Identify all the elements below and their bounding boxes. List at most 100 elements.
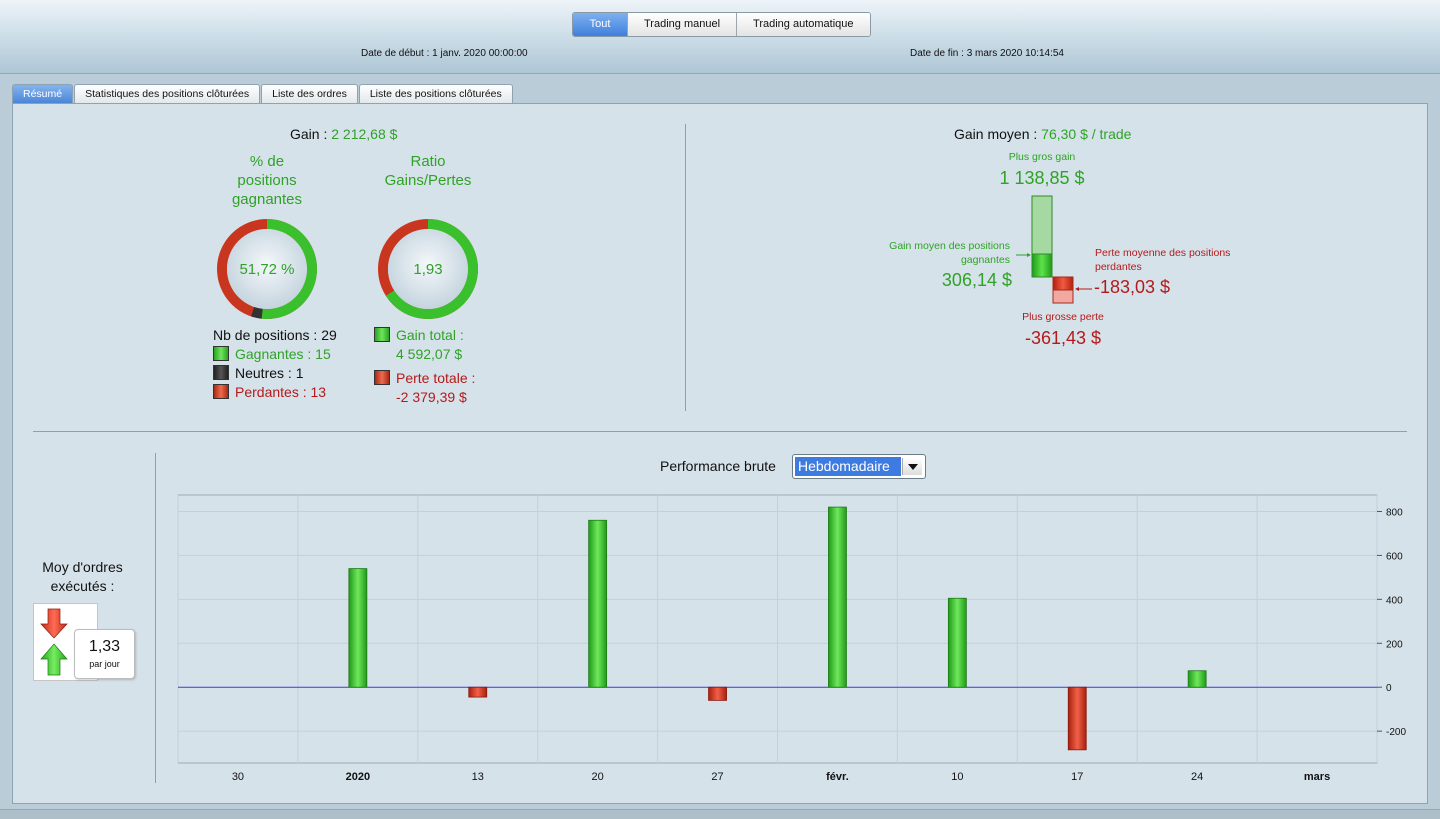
y-tick-label: 800 [1386,507,1403,518]
x-tick-label: févr. [826,771,849,783]
total-loss-value: -2 379,39 $ [396,389,467,405]
dropdown-arrow-icon[interactable] [902,458,922,475]
avg-gain-value: 76,30 $ / trade [1041,126,1132,142]
chart-y-labels: -200 0 200 400 600 800 [1377,507,1406,738]
tab-bar: Résumé Statistiques des positions clôtur… [12,84,514,103]
vertical-divider [685,124,686,411]
donut-win-arc [217,219,317,319]
performance-bar-13[interactable] [468,686,488,698]
y-tick-label: -200 [1386,727,1406,738]
y-tick-label: 600 [1386,551,1403,562]
filter-manual-button[interactable]: Trading manuel [628,13,738,36]
winners-row: Gagnantes : 15 [213,345,331,364]
y-tick-label: 400 [1386,595,1403,606]
gain-line: Gain : 2 212,68 $ [290,126,397,142]
tab-summary[interactable]: Résumé [12,84,74,103]
y-tick-label: 0 [1386,683,1392,694]
x-tick-label: 20 [592,771,604,783]
gain-value: 2 212,68 $ [331,126,398,142]
end-date-label: Date de fin : [910,48,964,59]
neutral-row: Neutres : 1 [213,364,304,383]
filter-all-button[interactable]: Tout [573,13,628,36]
orders-value-card: 1,33 par jour [74,629,135,679]
tab-orders-list[interactable]: Liste des ordres [261,84,358,103]
performance-chart: -200 0 200 400 600 800 30 2020 13 20 27 févr. 10 17 2… [177,494,1406,783]
x-tick-label: mars [1304,771,1330,783]
gain-label: Gain : [290,126,328,142]
avg-loss-bar [1052,276,1074,291]
x-tick-label: 17 [1071,771,1083,783]
losers-label: Perdantes : [235,384,307,400]
total-gain-legend-square [374,327,390,342]
ratio-value: 1,93 [413,261,442,278]
buy-sell-arrows-icon [40,608,68,676]
ratio-gain-arc [378,219,478,319]
gain-loss-bars [1016,195,1092,304]
total-gain-label: Gain total : [396,327,464,343]
avg-gain-line: Gain moyen : 76,30 $ / trade [954,126,1131,142]
end-date-value: 3 mars 2020 10:14:54 [966,48,1064,59]
avg-gain-label: Gain moyen : [954,126,1038,142]
losers-row: Perdantes : 13 [213,383,326,402]
start-date-label: Date de début : [361,48,430,59]
biggest-gain-label: Plus gros gain [1008,151,1076,163]
total-gain-value: 4 592,07 $ [396,346,463,362]
chart-x-labels: 30 2020 13 20 27 févr. 10 17 24 mars [232,771,1330,783]
biggest-loss-label: Plus grosse perte [1022,311,1104,323]
ratio-center [388,229,468,309]
performance-bar-2020[interactable] [348,568,368,688]
positions-count-label: Nb de positions : [213,327,318,343]
winners-label: Gagnantes : [235,346,312,362]
performance-bar-10[interactable] [947,597,967,688]
neutral-label: Neutres : [235,365,292,381]
period-select[interactable]: Hebdomadaire [792,454,926,479]
performance-bar-17[interactable] [1067,686,1087,751]
avg-win-bar [1031,253,1053,278]
tab-closed-positions-list[interactable]: Liste des positions clôturées [358,84,513,103]
biggest-gain-value: 1 138,85 $ [999,168,1085,188]
winners-legend-square [213,346,229,361]
orders-title: Moy d'ordres exécutés : [42,559,123,594]
orders-value: 1,33 [88,638,121,655]
avg-win-label: Gain moyen des positions gagnantes [889,240,1010,266]
total-loss-label: Perte totale : [396,370,476,386]
x-tick-label: 2020 [346,771,370,783]
tab-closed-positions-stats[interactable]: Statistiques des positions clôturées [74,84,261,103]
end-date: Date de fin : 3 mars 2020 10:14:54 [910,48,1064,59]
period-select-value: Hebdomadaire [795,457,901,476]
performance-bar-27[interactable] [708,686,727,701]
start-date-value: 1 janv. 2020 00:00:00 [432,48,528,59]
y-tick-label: 200 [1386,639,1403,650]
orders-divider [155,453,156,783]
performance-bar-févr.[interactable] [828,506,847,688]
avg-loss-value: -183,03 $ [1094,277,1171,297]
total-loss: Perte totale : [374,369,475,388]
start-date: Date de début : 1 janv. 2020 00:00:00 [361,48,528,59]
avg-win-arrowhead [1027,253,1031,257]
performance-bar-24[interactable] [1187,670,1207,688]
performance-label: Performance brute [660,458,776,474]
performance-bar-20[interactable] [588,519,608,688]
positions-count: Nb de positions : 29 [213,326,337,345]
x-tick-label: 13 [472,771,484,783]
orders-unit: par jour [89,659,120,669]
ratio-title: Ratio Gains/Pertes [384,153,472,189]
winners-value: 15 [315,346,331,362]
horizontal-divider [33,431,1407,432]
chart-bars [348,506,1207,751]
ratio-donut: 1,93 [378,219,478,319]
bottom-strip [0,809,1440,819]
win-percentage-donut: 51,72 % [217,219,317,319]
top-panel: Tout Trading manuel Trading automatique … [0,0,1440,74]
chart-grid [177,495,1378,763]
x-tick-label: 24 [1191,771,1203,783]
avg-loss-arrowhead [1075,287,1079,291]
sell-arrow-icon [40,608,68,639]
donut-neutral-arc [217,219,317,319]
total-gain: Gain total : [374,326,464,345]
trading-filter-group: Tout Trading manuel Trading automatique [572,12,871,37]
donut-center [227,229,307,309]
x-tick-label: 27 [711,771,723,783]
losers-value: 13 [310,384,327,400]
filter-automatic-button[interactable]: Trading automatique [737,13,870,36]
